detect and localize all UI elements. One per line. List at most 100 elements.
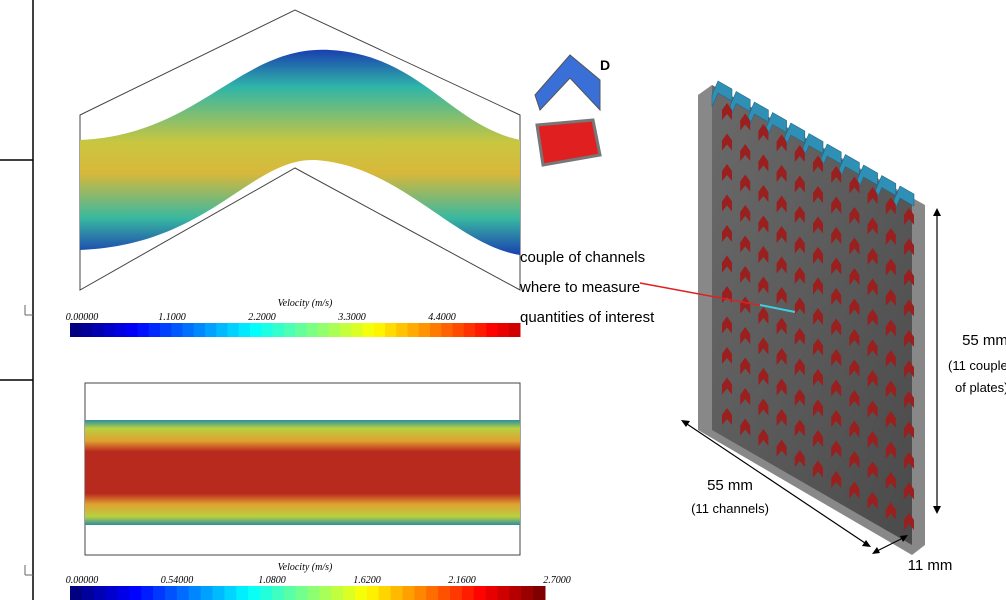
- colorbar-cell: [521, 586, 534, 600]
- bump: [794, 297, 805, 315]
- colorbar-cell: [216, 323, 228, 337]
- colorbar-title: Velocity (m/s): [278, 298, 333, 309]
- colorbar-cell: [193, 323, 206, 337]
- colorbar-cell: [438, 586, 451, 600]
- colorbar-cell: [160, 323, 172, 337]
- bump: [776, 195, 787, 213]
- bump: [904, 421, 914, 439]
- colorbar-cell: [261, 323, 273, 337]
- colorbar-cell: [115, 323, 127, 337]
- bump: [904, 208, 914, 225]
- colorbar-cell: [473, 586, 487, 600]
- bump: [831, 288, 842, 305]
- colorbar-cell: [463, 323, 476, 337]
- colorbar-cell: [452, 323, 465, 337]
- bump: [794, 419, 805, 437]
- bump: [758, 215, 769, 233]
- left-frame: [0, 0, 34, 600]
- bump: [867, 309, 878, 326]
- bump: [776, 287, 787, 304]
- bump: [722, 255, 732, 273]
- colorbar-cell: [418, 323, 431, 337]
- bump: [849, 451, 860, 468]
- width-label: (11 channels): [691, 501, 769, 516]
- bump: [740, 357, 751, 375]
- bump: [831, 410, 842, 427]
- colorbar-cell: [414, 586, 427, 600]
- bump: [867, 339, 878, 357]
- colorbar-cell: [295, 323, 307, 337]
- colorbar-cell: [509, 586, 522, 600]
- colorbar-cell: [485, 586, 498, 600]
- colorbar-cell: [362, 323, 375, 337]
- colorbar-cell: [385, 323, 397, 337]
- colorbar-cell: [224, 586, 237, 600]
- colorbar-tick-label: 1.0800: [258, 575, 286, 586]
- bump: [813, 247, 823, 264]
- axis-triad: [24, 305, 33, 576]
- bump: [885, 350, 896, 367]
- colorbar-cell: [307, 586, 320, 600]
- annotation-line: couple of channels: [520, 249, 645, 266]
- bump: [813, 277, 823, 295]
- bump: [722, 103, 732, 120]
- bump: [794, 236, 805, 254]
- colorbar-cell: [103, 323, 116, 337]
- bump: [885, 197, 896, 215]
- colorbar-cell: [461, 586, 475, 600]
- colorbar-cell: [340, 323, 352, 337]
- bump: [776, 439, 787, 457]
- bump: [740, 144, 751, 161]
- bump: [776, 348, 787, 365]
- colorbar-cell: [236, 586, 249, 600]
- colorbar-cell: [238, 323, 251, 337]
- bump: [794, 358, 805, 376]
- colorbar-cell: [317, 323, 330, 337]
- colorbar-cell: [212, 586, 225, 600]
- colorbar-cell: [176, 586, 190, 600]
- bump: [758, 154, 769, 172]
- bump: [740, 174, 751, 192]
- bump: [813, 155, 823, 173]
- colorbar-cell: [200, 586, 213, 600]
- bump: [758, 276, 769, 294]
- colorbar-cell: [450, 586, 463, 600]
- colorbar-cell: [93, 586, 107, 600]
- colorbar-cell: [328, 323, 341, 337]
- colorbar-cell: [272, 323, 285, 337]
- bump: [849, 268, 860, 285]
- bump: [740, 418, 751, 436]
- bump: [885, 228, 896, 245]
- bump: [813, 186, 823, 203]
- bump: [849, 207, 860, 224]
- colorbar-cell: [331, 586, 344, 600]
- colorbar-cell: [402, 586, 415, 600]
- colorbar-cell: [497, 323, 510, 337]
- bump: [867, 370, 878, 387]
- colorbar-cell: [70, 586, 83, 600]
- colorbar-cell: [129, 586, 142, 600]
- colorbar-cell: [426, 586, 439, 600]
- bump: [740, 327, 751, 344]
- bump: [740, 235, 751, 253]
- bump: [758, 185, 769, 202]
- bump: [813, 369, 823, 386]
- bump: [849, 420, 860, 438]
- bump: [722, 194, 732, 212]
- colorbar-tick-label: 0.00000: [66, 312, 99, 323]
- colorbar-cell: [137, 323, 150, 337]
- colorbar-title: Velocity (m/s): [278, 562, 333, 573]
- bump: [722, 377, 732, 395]
- bump: [758, 429, 769, 446]
- colorbar-cell: [81, 323, 93, 337]
- colorbar-cell: [92, 323, 105, 337]
- bump: [794, 328, 805, 345]
- bump: [813, 430, 823, 447]
- inset-icon: [534, 54, 602, 167]
- bump: [831, 440, 842, 458]
- bump: [740, 296, 751, 314]
- bump: [758, 124, 769, 141]
- bump: [794, 145, 805, 162]
- colorbar-cell: [105, 586, 118, 600]
